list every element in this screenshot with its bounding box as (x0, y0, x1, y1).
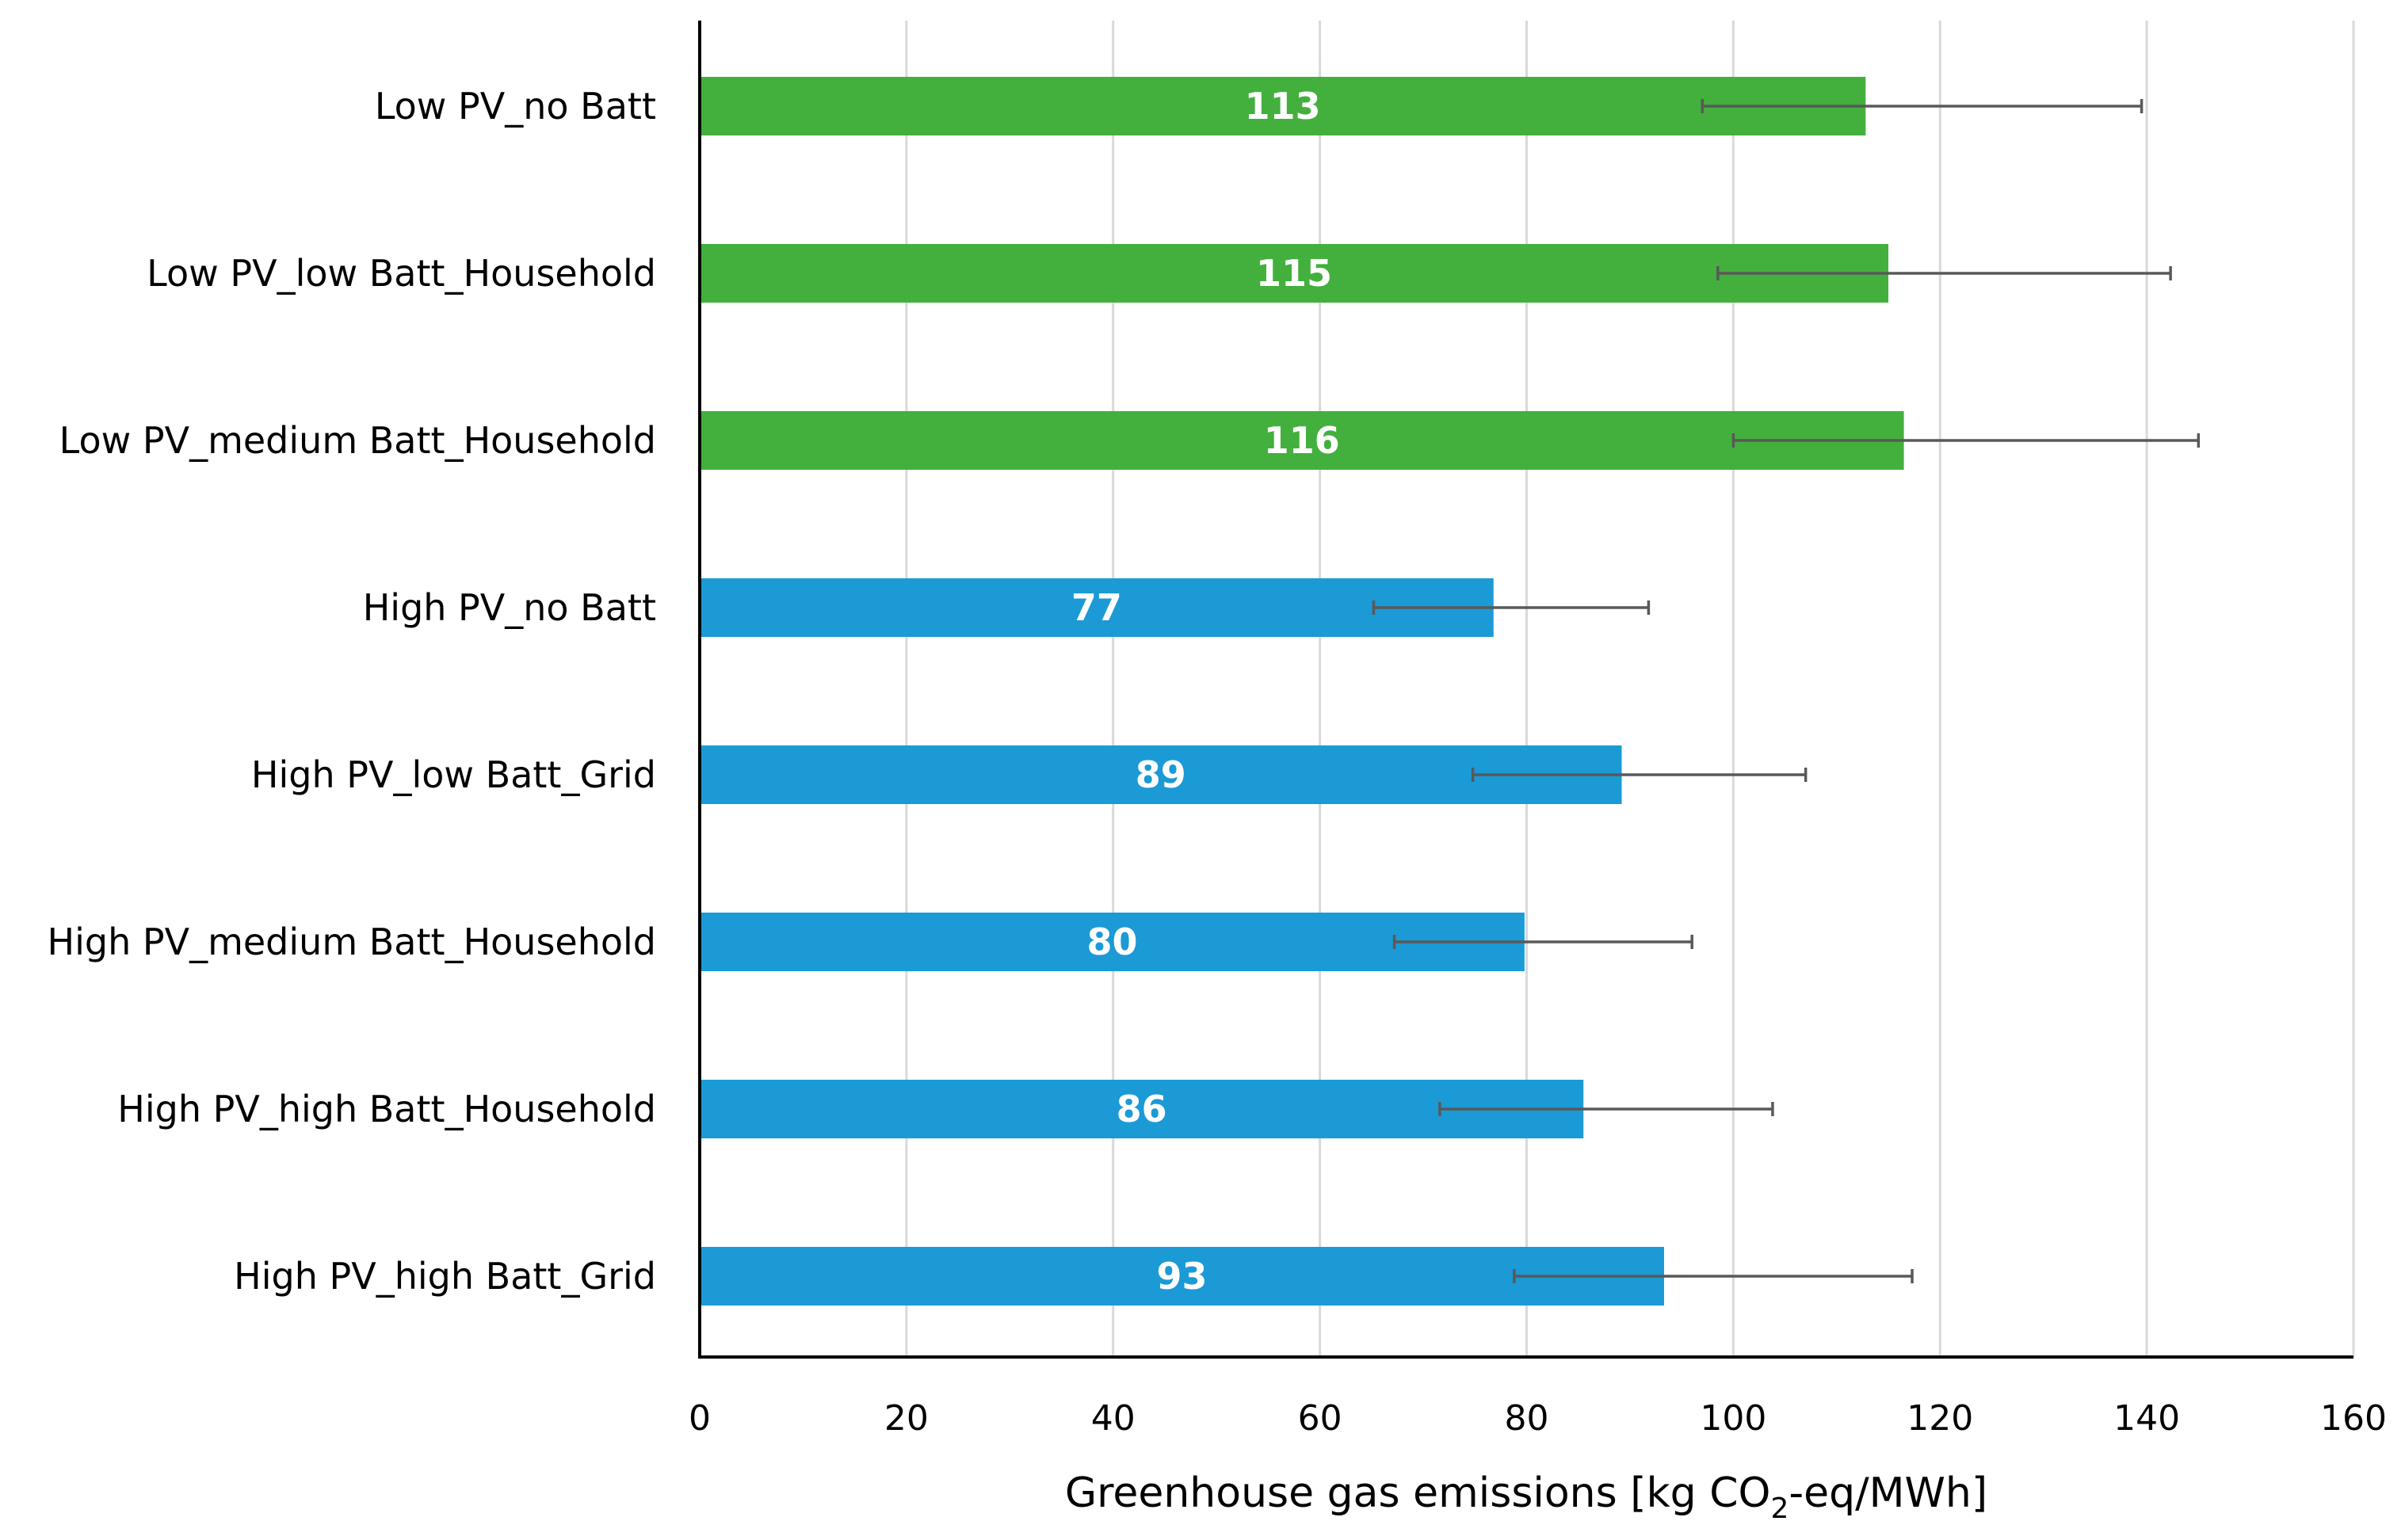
error-bar-5 (1471, 768, 1808, 782)
gridlines (905, 21, 2355, 1357)
bar-value-label-2: 115 (1256, 252, 1332, 295)
category-label-8: High PV_high Batt_Grid (234, 1255, 656, 1298)
bar-value-label-5: 89 (1136, 753, 1186, 796)
bar-4 (700, 578, 1494, 637)
bar-value-label-7: 86 (1117, 1088, 1167, 1130)
category-label-7: High PV_high Batt_Household (117, 1088, 656, 1130)
error-bar-2 (1716, 266, 2172, 280)
x-tick-label-60: 60 (1298, 1398, 1342, 1439)
error-bar-4 (1372, 600, 1651, 615)
bar-1 (700, 77, 1866, 135)
bar-2 (700, 244, 1889, 303)
bar-value-label-6: 80 (1086, 921, 1137, 963)
error-bar-6 (1392, 935, 1693, 949)
bar-5 (700, 745, 1622, 804)
error-bar-7 (1438, 1102, 1774, 1116)
x-tick-label-0: 0 (689, 1398, 711, 1439)
category-label-1: Low PV_no Batt (375, 85, 656, 128)
x-tick-label-140: 140 (2113, 1398, 2180, 1439)
error-bar-3 (1731, 433, 2201, 448)
x-tick-labels: 0 20 40 60 80 100 120 140 160 (689, 1398, 2387, 1439)
x-tick-label-80: 80 (1505, 1398, 1549, 1439)
error-bar-1 (1701, 99, 2144, 113)
category-label-3: Low PV_medium Batt_Household (59, 419, 656, 462)
bar-8 (700, 1247, 1664, 1306)
error-bars (1372, 99, 2201, 1283)
x-axis-title: Greenhouse gas emissions [kg CO2-eq/MWh] (1065, 1469, 1987, 1525)
bar-value-label-3: 116 (1264, 419, 1340, 462)
error-bar-8 (1513, 1269, 1914, 1283)
category-label-2: Low PV_low Batt_Household (147, 252, 656, 295)
x-tick-label-120: 120 (1907, 1398, 1973, 1439)
category-labels: Low PV_no Batt Low PV_low Batt_Household L… (48, 85, 656, 1298)
category-label-5: High PV_low Batt_Grid (251, 753, 656, 796)
x-tick-label-40: 40 (1091, 1398, 1136, 1439)
bar-value-label-4: 77 (1071, 586, 1122, 629)
bars (700, 77, 1904, 1306)
bar-6 (700, 913, 1525, 971)
category-label-6: High PV_medium Batt_Household (48, 921, 656, 963)
category-label-4: High PV_no Batt (363, 586, 656, 629)
x-tick-label-100: 100 (1700, 1398, 1766, 1439)
x-tick-label-160: 160 (2320, 1398, 2387, 1439)
x-tick-label-20: 20 (884, 1398, 929, 1439)
value-labels: 113 115 116 77 89 80 86 93 (1071, 85, 1340, 1298)
bar-value-label-1: 113 (1245, 85, 1321, 128)
bar-7 (700, 1080, 1584, 1138)
bar-3 (700, 411, 1904, 470)
bar-value-label-8: 93 (1156, 1255, 1207, 1298)
